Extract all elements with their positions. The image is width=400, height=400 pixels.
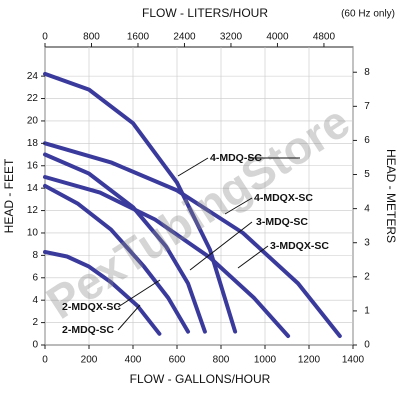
pump-curve: [43, 183, 190, 334]
x-tick-label: 800: [213, 355, 230, 366]
top-axis-title: FLOW - LITERS/HOUR: [142, 6, 268, 20]
curves: [43, 71, 342, 338]
pump-curve: [43, 250, 162, 336]
curve-label: 3-MDQ-SC: [256, 216, 308, 228]
y-tick-label: 22: [27, 93, 39, 104]
x-tick-label: 1200: [298, 355, 321, 366]
y-tick-label: 4: [32, 295, 38, 306]
x2-tick-label: 1600: [127, 32, 150, 43]
x-tick-label: 200: [81, 355, 98, 366]
y-tick-label: 24: [27, 71, 39, 82]
y2-tick-label: 5: [364, 169, 370, 180]
x-tick-label: 1000: [254, 355, 277, 366]
x2-tick-label: 2400: [173, 32, 196, 43]
pump-curve: [43, 175, 291, 338]
y-tick-label: 2: [32, 317, 38, 328]
x2-tick-label: 0: [42, 32, 48, 43]
y-axis-title: HEAD - FEET: [2, 158, 16, 233]
y-tick-label: 10: [27, 228, 39, 239]
y2-tick-label: 7: [364, 101, 370, 112]
y2-tick-label: 0: [364, 340, 370, 351]
y2-tick-label: 6: [364, 135, 370, 146]
leader: [189, 221, 253, 271]
y-tick-label: 8: [32, 250, 38, 261]
x2-tick-label: 4800: [313, 32, 336, 43]
pump-curve: [43, 141, 342, 338]
x-axis-title: FLOW - GALLONS/HOUR: [130, 372, 271, 386]
curve-label: 2-MDQ-SC: [62, 324, 114, 336]
y-tick-label: 6: [32, 272, 38, 283]
y2-tick-label: 2: [364, 271, 370, 282]
x-tick-label: 400: [125, 355, 142, 366]
y-tick-label: 20: [27, 116, 39, 127]
leader: [117, 279, 161, 308]
y2-tick-label: 8: [364, 67, 370, 78]
x2-tick-label: 800: [83, 32, 100, 43]
x2-tick-label: 4000: [266, 32, 289, 43]
leader-lines: [117, 157, 300, 331]
y-tick-label: 12: [27, 205, 39, 216]
leader: [117, 304, 141, 331]
subtitle: (60 Hz only): [341, 9, 395, 20]
leader: [224, 197, 253, 215]
leader: [177, 157, 209, 177]
leader: [237, 245, 269, 269]
y-tick-label: 16: [27, 160, 39, 171]
curve-label: 4-MDQX-SC: [254, 192, 313, 204]
y2-tick-label: 3: [364, 237, 370, 248]
y-tick-label: 14: [27, 183, 39, 194]
pump-curve: [43, 152, 207, 334]
curve-label: 4-MDQ-SC: [210, 152, 262, 164]
y-tick-label: 18: [27, 138, 39, 149]
x-tick-label: 600: [169, 355, 186, 366]
y2-tick-label: 4: [364, 203, 370, 214]
y2-tick-label: 1: [364, 306, 370, 317]
curve-label: 3-MDQX-SC: [270, 240, 329, 252]
y-tick-label: 0: [32, 340, 38, 351]
x2-tick-label: 3200: [220, 32, 243, 43]
curve-label: 2-MDQX-SC: [62, 301, 121, 313]
x-tick-label: 1400: [342, 355, 365, 366]
x-tick-label: 0: [42, 355, 48, 366]
y2-axis-title: HEAD - METERS: [384, 149, 398, 243]
